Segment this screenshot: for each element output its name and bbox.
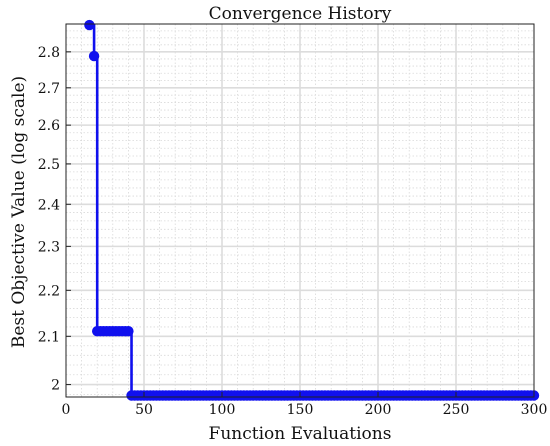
y-tick-label: 2.5 — [38, 157, 60, 173]
x-tick-label: 150 — [287, 402, 314, 418]
y-tick-label: 2.1 — [38, 329, 60, 345]
x-tick-label: 0 — [62, 402, 71, 418]
y-tick-label: 2.4 — [38, 197, 60, 213]
plot-area — [84, 19, 540, 401]
x-tick-label: 100 — [209, 402, 236, 418]
x-tick-label: 250 — [443, 402, 470, 418]
chart-title: Convergence History — [209, 4, 392, 24]
data-point — [84, 19, 95, 31]
x-tick-label: 50 — [135, 402, 153, 418]
x-tick-label: 300 — [521, 402, 548, 418]
y-tick-label: 2.2 — [38, 283, 60, 299]
y-tick-label: 2.7 — [38, 81, 60, 97]
x-axis-label: Function Evaluations — [209, 424, 392, 444]
data-point — [88, 50, 100, 62]
y-axis-label: Best Objective Value (log scale) — [9, 76, 29, 348]
y-tick-label: 2 — [51, 378, 60, 394]
y-tick-label: 2.8 — [38, 45, 60, 61]
ticks: 0 50 100 150 200 250 300 2 2.1 2.2 2.3 2.4 2.5 2.6 2.7… — [38, 45, 548, 418]
y-tick-label: 2.3 — [38, 239, 60, 255]
x-tick-label: 200 — [365, 402, 392, 418]
grid — [66, 24, 534, 397]
y-tick-label: 2.6 — [38, 118, 60, 134]
data-point — [123, 325, 134, 337]
